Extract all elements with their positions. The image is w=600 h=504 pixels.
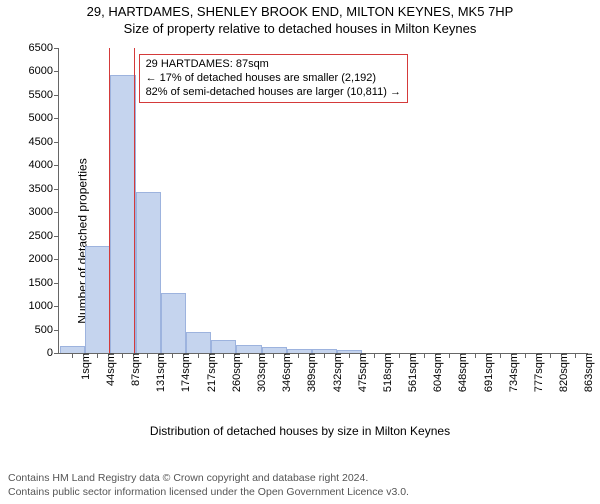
ytick-label: 2000 — [29, 253, 59, 265]
xtick-mark — [525, 353, 526, 358]
xtick-label: 691sqm — [479, 353, 495, 392]
xtick-label: 604sqm — [428, 353, 444, 392]
xtick-label: 217sqm — [202, 353, 218, 392]
xtick-label: 389sqm — [302, 353, 318, 392]
xtick-label: 475sqm — [353, 353, 369, 392]
xtick-mark — [122, 353, 123, 358]
xtick-mark — [349, 353, 350, 358]
plot-region: 29 HARTDAMES: 87sqm ← 17% of detached ho… — [58, 48, 588, 354]
xtick-label: 777sqm — [529, 353, 545, 392]
chart-title-line2: Size of property relative to detached ho… — [0, 21, 600, 36]
histogram-bar — [85, 246, 110, 353]
annotation-line3: 82% of semi-detached houses are larger (… — [146, 86, 401, 100]
xtick-label: 346sqm — [277, 353, 293, 392]
ytick-label: 6500 — [29, 42, 59, 54]
ytick-label: 2500 — [29, 230, 59, 242]
xtick-label: 734sqm — [504, 353, 520, 392]
xtick-label: 648sqm — [453, 353, 469, 392]
histogram-bar — [161, 293, 186, 353]
xtick-mark — [374, 353, 375, 358]
xtick-label: 518sqm — [378, 353, 394, 392]
footer-line2: Contains public sector information licen… — [8, 486, 409, 498]
ytick-label: 1000 — [29, 300, 59, 312]
xtick-mark — [550, 353, 551, 358]
ytick-label: 3000 — [29, 206, 59, 218]
ytick-label: 0 — [47, 347, 59, 359]
xtick-label: 432sqm — [328, 353, 344, 392]
xtick-mark — [475, 353, 476, 358]
ytick-label: 4500 — [29, 136, 59, 148]
xtick-label: 174sqm — [176, 353, 192, 392]
xtick-label: 131sqm — [151, 353, 167, 392]
ytick-label: 3500 — [29, 183, 59, 195]
x-axis-label: Distribution of detached houses by size … — [0, 424, 600, 438]
highlight-band — [109, 48, 134, 353]
xtick-label: 260sqm — [227, 353, 243, 392]
xtick-mark — [424, 353, 425, 358]
xtick-label: 820sqm — [554, 353, 570, 392]
xtick-mark — [399, 353, 400, 358]
annotation-line2: ← 17% of detached houses are smaller (2,… — [146, 72, 401, 86]
xtick-mark — [248, 353, 249, 358]
xtick-label: 44sqm — [101, 353, 117, 386]
xtick-mark — [172, 353, 173, 358]
xtick-mark — [223, 353, 224, 358]
xtick-mark — [500, 353, 501, 358]
xtick-label: 863sqm — [579, 353, 595, 392]
footer-line1: Contains HM Land Registry data © Crown c… — [8, 472, 368, 484]
chart-title-line1: 29, HARTDAMES, SHENLEY BROOK END, MILTON… — [0, 4, 600, 19]
xtick-label: 561sqm — [403, 353, 419, 392]
xtick-label: 303sqm — [252, 353, 268, 392]
ytick-label: 1500 — [29, 277, 59, 289]
xtick-mark — [298, 353, 299, 358]
xtick-mark — [273, 353, 274, 358]
ytick-label: 6000 — [29, 65, 59, 77]
xtick-label: 87sqm — [126, 353, 142, 386]
xtick-mark — [324, 353, 325, 358]
histogram-bar — [236, 345, 261, 353]
histogram-bar — [136, 192, 161, 353]
annotation-line1: 29 HARTDAMES: 87sqm — [146, 58, 401, 72]
xtick-mark — [449, 353, 450, 358]
xtick-label: 1sqm — [76, 353, 92, 380]
xtick-mark — [97, 353, 98, 358]
histogram-bar — [186, 332, 211, 353]
xtick-mark — [147, 353, 148, 358]
ytick-label: 4000 — [29, 159, 59, 171]
histogram-bar — [211, 340, 236, 353]
xtick-mark — [72, 353, 73, 358]
annotation-callout: 29 HARTDAMES: 87sqm ← 17% of detached ho… — [139, 54, 408, 103]
ytick-label: 500 — [35, 324, 59, 336]
xtick-mark — [575, 353, 576, 358]
chart-area: Number of detached properties 29 HARTDAM… — [0, 42, 600, 440]
ytick-label: 5000 — [29, 112, 59, 124]
histogram-bar — [60, 346, 85, 353]
ytick-label: 5500 — [29, 89, 59, 101]
xtick-mark — [198, 353, 199, 358]
